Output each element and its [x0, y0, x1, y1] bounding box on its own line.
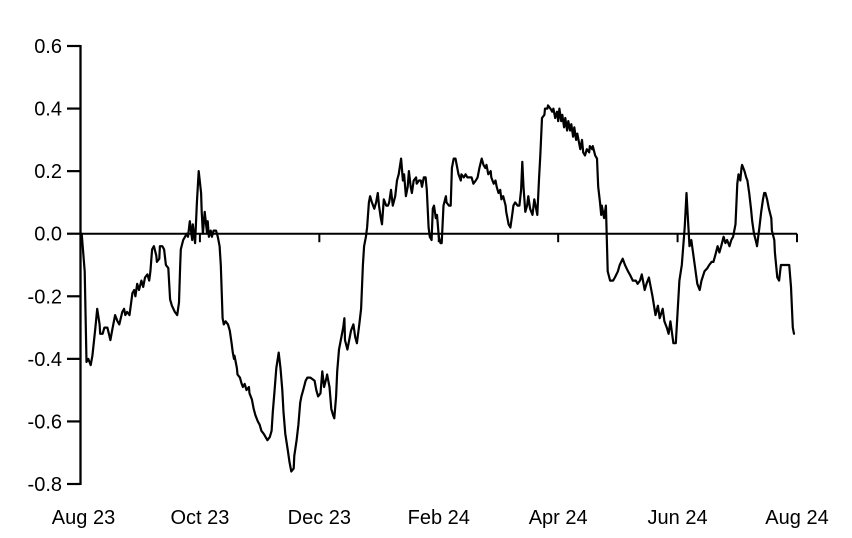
y-tick-label: 0.4	[34, 99, 62, 121]
y-tick-label: 0.2	[34, 161, 62, 183]
x-tick-label: Feb 24	[408, 507, 470, 529]
y-tick-label: -0.8	[28, 474, 62, 496]
x-tick-label: Dec 23	[288, 507, 351, 529]
x-tick-label: Aug 24	[765, 507, 828, 529]
y-tick-label: -0.2	[28, 286, 62, 308]
x-tick-label: Oct 23	[170, 507, 229, 529]
series-line	[80, 104, 796, 473]
x-tick-label: Jun 24	[648, 507, 708, 529]
y-tick-label: 0.0	[34, 224, 62, 246]
y-tick-label: -0.4	[28, 349, 62, 371]
y-tick-label: 0.6	[34, 36, 62, 58]
x-tick-label: Apr 24	[529, 507, 588, 529]
y-tick-label: -0.6	[28, 411, 62, 433]
x-tick-label: Aug 23	[52, 507, 115, 529]
